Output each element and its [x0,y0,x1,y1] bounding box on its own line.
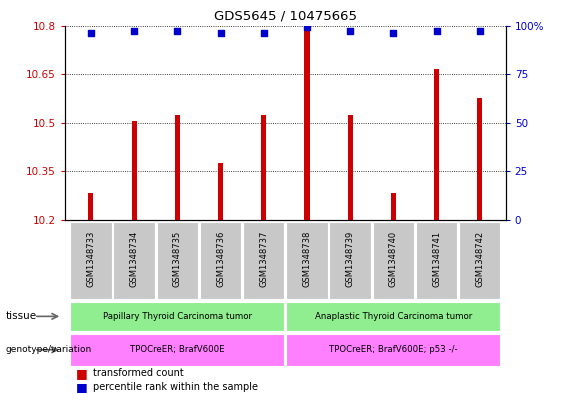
Point [259,30,268,37]
Point [86,30,95,37]
Bar [286,302,501,331]
Point [129,28,138,35]
Text: Papillary Thyroid Carcinoma tumor: Papillary Thyroid Carcinoma tumor [103,312,252,321]
Bar [286,222,328,299]
Text: ■: ■ [76,367,88,380]
Point [475,28,484,35]
Bar [88,193,93,220]
Text: transformed count: transformed count [93,368,184,378]
Text: GSM1348742: GSM1348742 [475,231,484,287]
Bar [477,99,483,220]
Text: TPOCreER; BrafV600E; p53 -/-: TPOCreER; BrafV600E; p53 -/- [329,345,458,354]
Bar [132,121,137,220]
Bar [459,222,501,299]
Point [432,28,441,35]
Text: GSM1348738: GSM1348738 [302,231,311,287]
Bar [200,222,241,299]
Bar [434,69,439,220]
Text: GSM1348741: GSM1348741 [432,231,441,287]
Bar [286,334,501,365]
Bar [372,222,414,299]
Text: ■: ■ [76,380,88,393]
Text: Anaplastic Thyroid Carcinoma tumor: Anaplastic Thyroid Carcinoma tumor [315,312,472,321]
Bar [70,334,284,365]
Text: percentile rank within the sample: percentile rank within the sample [93,382,258,392]
Bar [416,222,457,299]
Bar [243,222,284,299]
Text: GSM1348735: GSM1348735 [173,231,182,287]
Text: tissue: tissue [6,311,37,321]
Text: GSM1348737: GSM1348737 [259,231,268,287]
Text: genotype/variation: genotype/variation [6,345,92,354]
Point [216,30,225,37]
Bar [157,222,198,299]
Bar [261,115,266,220]
Bar [218,163,223,220]
Point [346,28,355,35]
Bar [329,222,371,299]
Text: GSM1348739: GSM1348739 [346,231,355,287]
Bar [114,222,155,299]
Point [173,28,182,35]
Bar [70,302,284,331]
Point [302,24,311,31]
Bar [70,222,112,299]
Bar [347,115,353,220]
Text: TPOCreER; BrafV600E: TPOCreER; BrafV600E [130,345,225,354]
Title: GDS5645 / 10475665: GDS5645 / 10475665 [214,10,357,23]
Text: GSM1348740: GSM1348740 [389,231,398,287]
Text: GSM1348734: GSM1348734 [129,231,138,287]
Bar [391,193,396,220]
Point [389,30,398,37]
Bar [175,115,180,220]
Text: GSM1348733: GSM1348733 [86,231,95,287]
Text: GSM1348736: GSM1348736 [216,231,225,287]
Bar [305,27,310,220]
